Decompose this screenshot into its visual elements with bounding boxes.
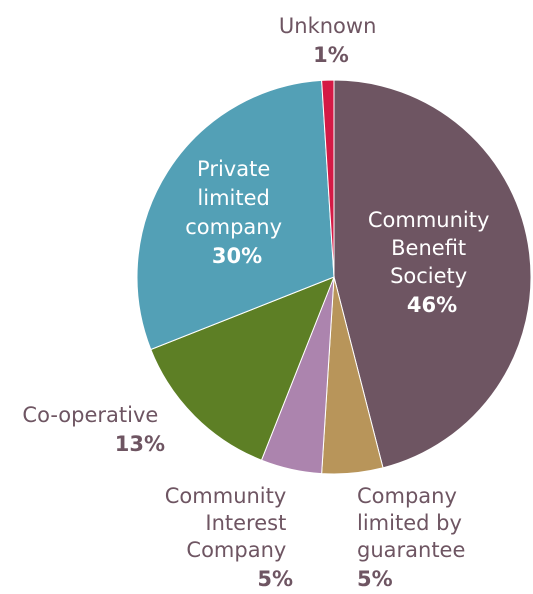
percent-company-limited-by-guarantee: 5% <box>357 567 393 591</box>
pie-slices <box>136 79 532 475</box>
label-company-limited-by-guarantee: Company limited by guarantee 5% <box>357 484 472 591</box>
percent-community-benefit-society: 46% <box>407 293 457 317</box>
pie-slice-cbs <box>333 79 532 469</box>
label-community-benefit-society: Community Benefit Society 46% <box>368 208 496 317</box>
percent-private-limited-company: 30% <box>212 244 262 268</box>
percent-unknown: 1% <box>313 43 349 67</box>
label-unknown: Unknown 1% <box>279 14 383 67</box>
pie-slice-unknown <box>321 79 335 278</box>
label-community-interest-company: Community Interest Company 5% <box>165 484 293 591</box>
percent-community-interest-company: 5% <box>257 567 293 591</box>
pie-slice-coop <box>150 276 335 461</box>
percent-co-operative: 13% <box>115 432 165 456</box>
label-private-limited-company: Private limited company 30% <box>185 157 288 268</box>
label-co-operative: Co-operative 13% <box>22 403 165 456</box>
pie-slice-plc <box>136 79 335 351</box>
